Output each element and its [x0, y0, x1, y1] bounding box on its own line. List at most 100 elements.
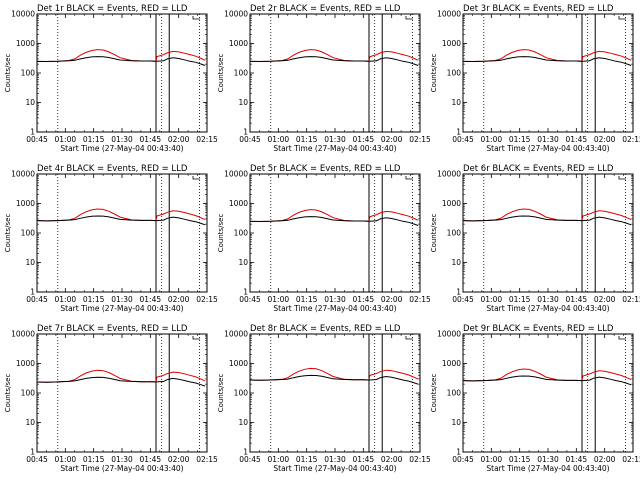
legend-marker — [192, 176, 200, 180]
y-tick-label: 100 — [447, 69, 462, 78]
x-tick-label: 00:45 — [26, 135, 48, 144]
series-line-events — [250, 216, 419, 226]
x-tick-label: 02:00 — [381, 135, 403, 144]
panel-title: Det 8r BLACK = Events, RED = LLD — [250, 324, 401, 334]
y-tick-label: 10 — [451, 418, 461, 427]
plot-frame — [36, 173, 208, 293]
x-tick-label: 02:15 — [622, 135, 640, 144]
y-tick-label: 1000 — [16, 39, 35, 48]
x-tick-label: 02:15 — [196, 455, 218, 464]
x-tick-label: 01:45 — [566, 455, 588, 464]
y-tick-label: 1000 — [442, 199, 461, 208]
series-line-events — [463, 215, 632, 226]
series-line-events — [250, 56, 419, 66]
x-tick-label: 02:00 — [594, 135, 616, 144]
y-axis-label: Counts/sec — [4, 54, 12, 93]
plot-frame — [249, 333, 421, 453]
x-tick-label: 01:30 — [324, 135, 346, 144]
plot-frame — [36, 13, 208, 133]
y-tick-label: 10 — [25, 258, 35, 267]
x-tick-label: 01:30 — [111, 135, 133, 144]
y-axis-label: Counts/sec — [217, 374, 225, 413]
y-tick-label: 10000 — [11, 10, 35, 19]
panel-det-3: Det 3r BLACK = Events, RED = LLD 1 10 100 10… — [430, 4, 640, 153]
legend-marker — [618, 336, 626, 340]
panel-title: Det 9r BLACK = Events, RED = LLD — [463, 324, 614, 334]
y-tick-label: 10000 — [224, 10, 248, 19]
x-tick-label: 00:45 — [26, 295, 48, 304]
x-tick-label: 02:15 — [622, 455, 640, 464]
plot-frame — [249, 13, 421, 133]
series-line-events — [463, 375, 632, 386]
panel-det-2: Det 2r BLACK = Events, RED = LLD 1 10 100 10… — [217, 4, 431, 153]
y-axis-label: Counts/sec — [217, 214, 225, 253]
y-axis-label: Counts/sec — [217, 54, 225, 93]
y-tick-label: 1 — [243, 288, 248, 297]
x-tick-label: 01:30 — [111, 295, 133, 304]
x-tick-label: 02:15 — [409, 455, 431, 464]
x-tick-label: 01:00 — [481, 135, 503, 144]
y-tick-label: 1000 — [16, 359, 35, 368]
plot-frame — [36, 333, 208, 453]
x-axis-label: Start Time (27-May-04 00:43:40) — [273, 464, 396, 473]
y-tick-label: 10000 — [437, 330, 461, 339]
x-tick-label: 01:15 — [296, 135, 318, 144]
y-axis-label: Counts/sec — [430, 54, 438, 93]
y-tick-label: 1 — [243, 448, 248, 457]
x-tick-label: 01:30 — [111, 455, 133, 464]
y-tick-label: 1 — [30, 288, 35, 297]
y-tick-label: 10000 — [224, 170, 248, 179]
panel-det-7: Det 7r BLACK = Events, RED = LLD 1 10 100 10… — [4, 324, 218, 473]
panel-det-6: Det 6r BLACK = Events, RED = LLD 1 10 100 10… — [430, 164, 640, 313]
y-tick-label: 100 — [447, 389, 462, 398]
x-tick-label: 00:45 — [239, 455, 261, 464]
x-tick-label: 00:45 — [452, 295, 474, 304]
panel-title: Det 6r BLACK = Events, RED = LLD — [463, 164, 614, 174]
y-axis-label: Counts/sec — [4, 374, 12, 413]
x-tick-label: 01:30 — [324, 295, 346, 304]
legend-marker — [192, 16, 200, 20]
x-tick-label: 01:45 — [353, 295, 375, 304]
x-tick-label: 01:15 — [83, 135, 105, 144]
panel-det-8: Det 8r BLACK = Events, RED = LLD 1 10 100 10… — [217, 324, 431, 473]
x-axis-label: Start Time (27-May-04 00:43:40) — [273, 144, 396, 153]
x-tick-label: 01:45 — [353, 455, 375, 464]
x-tick-label: 00:45 — [239, 295, 261, 304]
x-axis-label: Start Time (27-May-04 00:43:40) — [60, 144, 183, 153]
y-tick-label: 10000 — [11, 170, 35, 179]
y-tick-label: 1000 — [442, 359, 461, 368]
x-tick-label: 01:00 — [481, 295, 503, 304]
x-tick-label: 01:15 — [509, 135, 531, 144]
x-tick-label: 01:15 — [509, 455, 531, 464]
x-axis-label: Start Time (27-May-04 00:43:40) — [486, 464, 609, 473]
x-tick-label: 00:45 — [26, 455, 48, 464]
y-tick-label: 100 — [21, 389, 36, 398]
x-tick-label: 00:45 — [452, 135, 474, 144]
x-tick-label: 02:00 — [381, 455, 403, 464]
panel-title: Det 3r BLACK = Events, RED = LLD — [463, 4, 614, 14]
plot-frame — [462, 13, 634, 133]
y-tick-label: 10000 — [437, 10, 461, 19]
series-line-events — [37, 56, 206, 66]
x-tick-label: 01:15 — [509, 295, 531, 304]
x-tick-label: 01:45 — [566, 295, 588, 304]
y-axis-label: Counts/sec — [4, 214, 12, 253]
y-tick-label: 10000 — [224, 330, 248, 339]
y-tick-label: 100 — [234, 389, 249, 398]
y-tick-label: 10 — [238, 418, 248, 427]
legend-marker — [192, 336, 200, 340]
x-tick-label: 01:00 — [55, 455, 77, 464]
x-tick-label: 02:15 — [409, 135, 431, 144]
panel-title: Det 5r BLACK = Events, RED = LLD — [250, 164, 401, 174]
panel-title: Det 2r BLACK = Events, RED = LLD — [250, 4, 401, 14]
plot-frame — [462, 173, 634, 293]
panel-det-1: Det 1r BLACK = Events, RED = LLD 1 10 100 10… — [4, 4, 218, 153]
x-tick-label: 01:30 — [537, 135, 559, 144]
x-tick-label: 01:00 — [55, 295, 77, 304]
y-tick-label: 100 — [21, 229, 36, 238]
x-tick-label: 01:30 — [537, 295, 559, 304]
x-tick-label: 02:00 — [594, 455, 616, 464]
y-axis-label: Counts/sec — [430, 214, 438, 253]
y-tick-label: 1 — [456, 448, 461, 457]
